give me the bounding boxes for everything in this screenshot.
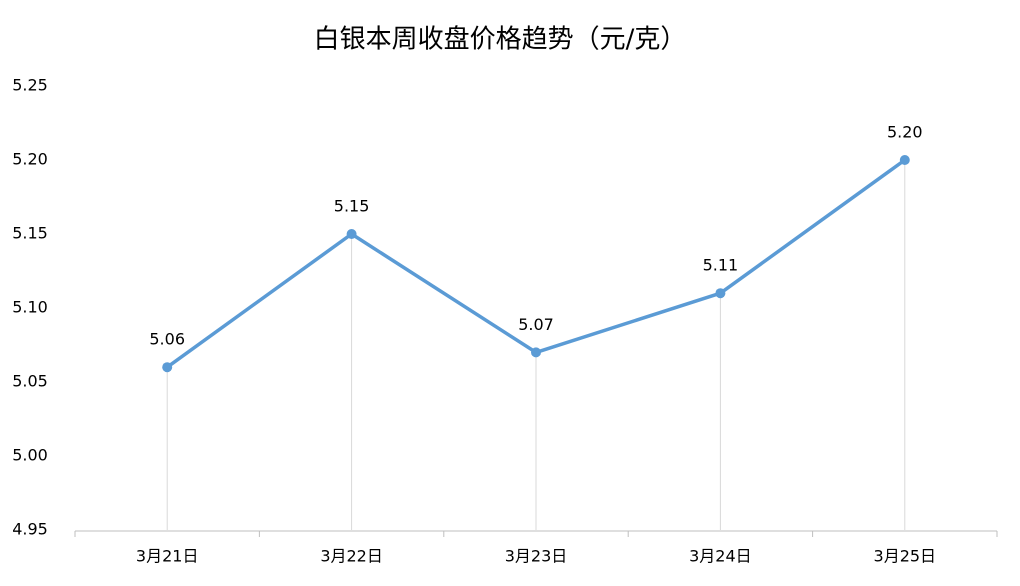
x-tick-label: 3月25日 <box>874 547 937 566</box>
data-label: 5.11 <box>703 256 739 275</box>
y-tick-label: 5.25 <box>12 76 48 95</box>
point <box>346 229 357 239</box>
data-label: 5.06 <box>149 330 185 349</box>
y-tick-label: 5.10 <box>12 298 48 317</box>
point <box>162 362 173 373</box>
x-tick-label: 3月22日 <box>320 547 383 566</box>
x-tick-label: 3月21日 <box>136 547 199 566</box>
point <box>899 155 910 165</box>
x-tick-label: 3月23日 <box>505 547 568 566</box>
chart-title: 白银本周收盘价格趋势（元/克） <box>314 25 687 55</box>
x-tick-label: 3月24日 <box>689 547 752 566</box>
point <box>531 347 541 358</box>
y-tick-label: 5.00 <box>12 446 48 465</box>
data-label: 5.15 <box>334 197 370 216</box>
data-label: 5.20 <box>887 123 923 142</box>
data-label: 5.07 <box>518 315 554 334</box>
point <box>715 288 726 299</box>
y-tick-label: 4.95 <box>12 520 48 539</box>
y-tick-label: 5.20 <box>12 150 48 169</box>
y-tick-label: 5.05 <box>12 372 48 391</box>
y-tick-label: 5.15 <box>12 224 48 243</box>
